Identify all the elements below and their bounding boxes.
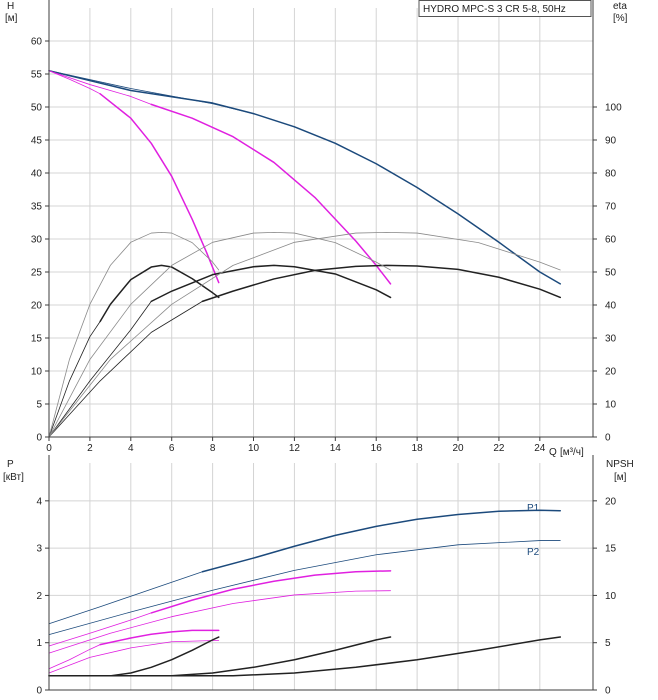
xtick-label: 22 — [493, 443, 505, 454]
bottom-ytick-label: 2 — [36, 591, 42, 602]
axes: 0510152025303540455055600102030405060708… — [31, 0, 622, 697]
top-series-eta-3-pumps-thin — [48, 300, 203, 438]
top-series-h-3-pumps-running — [48, 69, 562, 285]
top-y2tick-label: 80 — [605, 169, 617, 180]
bottom-ytick-label: 3 — [36, 544, 42, 555]
bottom-y2tick-label: 0 — [605, 686, 611, 697]
top-ytick-label: 60 — [31, 37, 43, 48]
xtick-label: 0 — [46, 443, 52, 454]
top-series-eta-3-pumps — [201, 264, 562, 303]
top-y2tick-label: 0 — [605, 433, 611, 444]
xtick-label: 16 — [371, 443, 383, 454]
top-series-eta-1-pump — [99, 264, 220, 323]
xtick-label: 2 — [87, 443, 93, 454]
top-series-eta-grey-2-pumps — [48, 232, 391, 438]
top-y2label-unit: [%] — [613, 13, 628, 24]
top-ytick-label: 35 — [31, 202, 43, 213]
bottom-series-p2-2-pumps — [48, 590, 391, 654]
bottom-ylabel-unit: [кВт] — [3, 472, 24, 483]
top-series-h-2-pumps-running — [150, 103, 392, 285]
top-ytick-label: 0 — [36, 433, 42, 444]
top-ylabel: H — [7, 1, 14, 12]
top-y2tick-label: 10 — [605, 400, 617, 411]
top-series-eta-grey-1-pump — [48, 232, 220, 438]
top-ytick-label: 5 — [36, 400, 42, 411]
bottom-ytick-label: 1 — [36, 638, 42, 649]
top-y2tick-label: 30 — [605, 334, 617, 345]
bottom-ytick-label: 0 — [36, 686, 42, 697]
xlabel-unit: [м³/ч] — [560, 447, 584, 458]
bottom-ytick-label: 4 — [36, 496, 42, 507]
top-y2label: eta — [613, 1, 627, 12]
xtick-label: 6 — [169, 443, 175, 454]
top-ytick-label: 20 — [31, 301, 43, 312]
p1-label: P1 — [527, 503, 540, 514]
top-series-eta-2-pumps — [150, 264, 392, 303]
bottom-y2label: NPSH — [606, 459, 634, 470]
xtick-label: 10 — [248, 443, 260, 454]
top-series-eta-grey-3-pumps — [48, 232, 561, 438]
xtick-label: 4 — [128, 443, 134, 454]
xtick-label: 18 — [412, 443, 424, 454]
top-ytick-label: 15 — [31, 334, 43, 345]
bottom-y2tick-label: 20 — [605, 496, 617, 507]
top-ylabel-unit: [м] — [5, 13, 18, 24]
top-y2tick-label: 50 — [605, 268, 617, 279]
bottom-series-p1-3-pumps — [201, 509, 562, 573]
xtick-label: 20 — [452, 443, 464, 454]
top-series-eta-1-pump-thin — [48, 321, 101, 438]
xtick-label: 24 — [534, 443, 546, 454]
bottom-y2tick-label: 15 — [605, 544, 617, 555]
bottom-series-p2-1-pump — [48, 639, 220, 674]
top-series-h-3-pumps-running-thin — [48, 70, 254, 114]
xtick-label: 8 — [210, 443, 216, 454]
top-y2tick-label: 20 — [605, 367, 617, 378]
top-y2tick-label: 40 — [605, 301, 617, 312]
top-chart-grid — [49, 8, 593, 437]
bottom-series-p1-3-pumps-thin — [48, 571, 203, 625]
top-y2tick-label: 90 — [605, 136, 617, 147]
xtick-label: 12 — [289, 443, 301, 454]
top-y2tick-label: 70 — [605, 202, 617, 213]
bottom-chart-grid — [49, 463, 593, 690]
top-ytick-label: 25 — [31, 268, 43, 279]
top-ytick-label: 45 — [31, 136, 43, 147]
title-box — [418, 0, 592, 17]
bottom-y2label-unit: [м] — [614, 472, 627, 483]
bottom-series-npsh-3-pumps — [48, 636, 562, 677]
top-y2tick-label: 100 — [605, 103, 622, 114]
bottom-series-p1-2-pumps — [150, 570, 392, 614]
top-ytick-label: 50 — [31, 103, 43, 114]
top-series-h-2-pumps-running-thin — [48, 70, 152, 105]
bottom-series-p1-1-pump — [99, 629, 220, 646]
xlabel: Q — [549, 447, 557, 458]
bottom-y2tick-label: 5 — [605, 638, 611, 649]
top-chart-curves — [48, 69, 562, 438]
top-series-h-1-pump-running-thin — [48, 70, 101, 95]
top-ytick-label: 30 — [31, 235, 43, 246]
p2-label: P2 — [527, 547, 540, 558]
top-ytick-label: 10 — [31, 367, 43, 378]
top-ytick-label: 55 — [31, 70, 43, 81]
top-series-eta-2-pumps-thin — [48, 300, 152, 438]
top-y2tick-label: 60 — [605, 235, 617, 246]
bottom-chart-curves — [48, 509, 562, 677]
chart-title: HYDRO MPC-S 3 CR 5-8, 50Hz — [423, 4, 566, 15]
bottom-y2tick-label: 10 — [605, 591, 617, 602]
bottom-series-p1-1-pump-thin — [48, 644, 101, 670]
top-series-h-1-pump-running — [99, 93, 220, 284]
bottom-ylabel: P — [7, 459, 14, 470]
top-ytick-label: 40 — [31, 169, 43, 180]
bottom-series-p1-2-pumps-thin — [48, 612, 152, 647]
xtick-label: 14 — [330, 443, 342, 454]
bottom-series-p2-3-pumps — [48, 540, 561, 636]
